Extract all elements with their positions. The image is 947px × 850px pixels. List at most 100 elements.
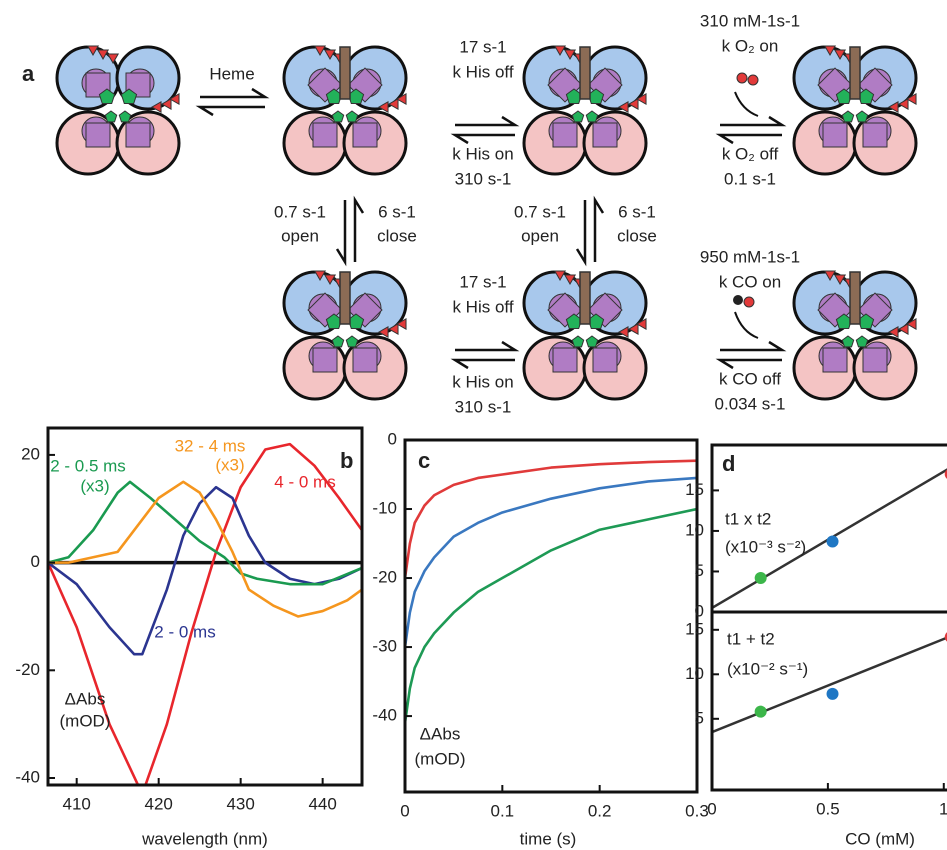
axis-label: time (s) [520, 829, 577, 848]
data-point [755, 572, 767, 584]
subunit-core [313, 348, 337, 372]
data-point [755, 706, 767, 718]
rate-label: k O₂ on [722, 36, 779, 55]
rate-label: open [521, 226, 559, 245]
x-tick-label: 0 [707, 799, 716, 818]
annotation: 32 - 4 ms [175, 436, 246, 455]
subunit-core [353, 123, 377, 147]
axis-label: ΔAbs [420, 724, 461, 743]
data-line [48, 482, 362, 617]
pentagon [842, 336, 853, 347]
rate-label: 950 mM-1s-1 [700, 247, 800, 266]
rate-label: k His on [452, 144, 513, 163]
rate-label: k His off [452, 62, 513, 81]
axis-label: (mOD) [415, 749, 466, 768]
x-tick-label: 0.3 [685, 801, 709, 820]
rate-label: 310 s-1 [455, 169, 512, 188]
ligand [737, 73, 747, 83]
rate-label: 6 s-1 [378, 202, 416, 221]
pentagon [105, 111, 116, 122]
equilibrium-arrow [455, 360, 515, 368]
rate-label: k His off [452, 297, 513, 316]
rate-label: close [617, 226, 657, 245]
pentagon [856, 111, 867, 122]
annotation: (x3) [80, 476, 109, 495]
annotation: 2 - 0.5 ms [50, 456, 126, 475]
figure: a Heme 17 s-1k His offk His on310 s-1310… [0, 0, 947, 850]
equilibrium-arrow [455, 117, 515, 125]
subunit-core [553, 348, 577, 372]
panel-label: d [722, 451, 735, 476]
subunit-core [313, 123, 337, 147]
subunit-core [593, 123, 617, 147]
y-tick-label: -20 [15, 660, 40, 679]
equilibrium-arrow [720, 117, 782, 125]
axis-label: t1 x t2 [725, 509, 771, 528]
data-point [827, 688, 839, 700]
y-tick-label: 0 [695, 601, 704, 620]
y-tick-label: 10 [685, 664, 704, 683]
pentagon [346, 336, 357, 347]
ligand [744, 297, 754, 307]
x-tick-label: 0.5 [816, 799, 840, 818]
heme [850, 272, 860, 324]
annotation: (x3) [215, 455, 244, 474]
axis-label: (x10⁻³ s⁻²) [725, 537, 806, 556]
x-tick-label: 0.2 [588, 801, 612, 820]
heme [340, 272, 350, 324]
y-tick-label: 15 [685, 619, 704, 638]
equilibrium-arrow [595, 200, 603, 262]
pentagon [572, 111, 583, 122]
ligand [733, 295, 743, 305]
x-tick-label: 0.1 [491, 801, 515, 820]
pentagon [842, 111, 853, 122]
plot-area [405, 461, 697, 723]
rate-label: 310 s-1 [455, 397, 512, 416]
annotation: 2 - 0 ms [154, 622, 215, 641]
subunit-core [126, 123, 150, 147]
pentagon [119, 111, 130, 122]
plot-area [712, 462, 947, 608]
subunit-core [823, 123, 847, 147]
equilibrium-arrow [455, 135, 515, 143]
rate-label: close [377, 226, 417, 245]
y-tick-label: 20 [21, 444, 40, 463]
subunit-core [553, 123, 577, 147]
pentagon [346, 111, 357, 122]
y-tick-label: -20 [372, 568, 397, 587]
subunit-core [863, 123, 887, 147]
subunit-core [86, 123, 110, 147]
equilibrium-arrow [200, 89, 265, 97]
rate-label: 0.7 s-1 [514, 202, 566, 221]
heme [580, 272, 590, 324]
equilibrium-arrow [355, 200, 363, 262]
data-point [827, 535, 839, 547]
annotation: 4 - 0 ms [274, 472, 335, 491]
heme [340, 47, 350, 99]
panel-label: a [22, 61, 35, 86]
axis-label: t1 + t2 [727, 629, 775, 648]
axis-label: (mOD) [60, 711, 111, 730]
rate-label: k His on [452, 372, 513, 391]
equilibrium-arrow [337, 200, 345, 262]
x-tick-label: 430 [226, 794, 254, 813]
subunit-core [593, 348, 617, 372]
page: a Heme 17 s-1k His offk His on310 s-1310… [0, 0, 947, 850]
rate-label: 17 s-1 [459, 37, 506, 56]
pentagon [572, 336, 583, 347]
y-tick-label: 0 [31, 552, 40, 571]
y-tick-label: -40 [372, 706, 397, 725]
rate-label: k CO off [719, 369, 781, 388]
y-tick-label: -30 [372, 637, 397, 656]
rate-label: 310 mM-1s-1 [700, 11, 800, 30]
y-tick-label: 5 [695, 561, 704, 580]
ligand-arrow [735, 92, 758, 116]
panel-label: b [340, 448, 353, 473]
equilibrium-arrow [720, 342, 782, 350]
equilibrium-arrow [577, 200, 585, 262]
pentagon [332, 336, 343, 347]
data-line [405, 478, 697, 647]
subunit-core [353, 348, 377, 372]
subunit-core [863, 348, 887, 372]
y-tick-label: -40 [15, 767, 40, 786]
